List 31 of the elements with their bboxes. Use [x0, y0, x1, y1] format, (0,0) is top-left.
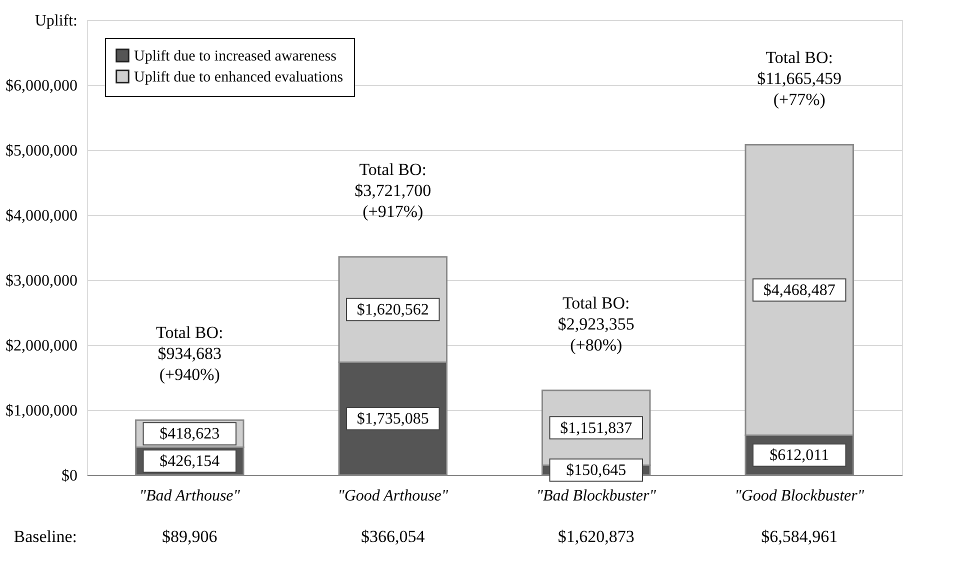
annotation: Total BO: $3,721,700 (+917%)	[354, 160, 432, 221]
y-tick-label: $0	[62, 468, 78, 484]
text: Baseline:	[14, 527, 77, 546]
y-tick-label: $4,000,000	[6, 208, 78, 224]
annotation: Total BO: $2,923,355 (+80%)	[558, 293, 634, 354]
y-tick-label: $5,000,000	[6, 142, 78, 160]
legend-label: Uplift due to enhanced evaluations	[134, 70, 344, 86]
data-label: $150,645	[566, 462, 626, 480]
legend-label: Uplift due to increased awareness	[134, 48, 337, 64]
data-label: $418,623	[160, 426, 220, 443]
annotation: Total BO: $934,683 (+940%)	[156, 323, 224, 384]
y-tick-label: $2,000,000	[6, 338, 78, 354]
text: $1,620,873	[558, 527, 634, 546]
text: $6,584,961	[761, 527, 838, 546]
data-label: $1,735,085	[356, 410, 429, 428]
data-label: $4,468,487	[763, 282, 836, 299]
data-label: $426,154	[160, 453, 220, 470]
x-tick-label: "Good Blockbuster"	[734, 488, 864, 504]
data-label: $612,011	[770, 447, 830, 464]
text: $89,906	[162, 527, 218, 546]
data-label: $1,151,837	[560, 420, 632, 437]
annotation: Total BO: $11,665,459 (+77%)	[757, 48, 842, 109]
x-tick-label: "Bad Arthouse"	[139, 488, 240, 504]
y-tick-label: $1,000,000	[6, 402, 78, 420]
y-tick-label: Uplift:	[34, 12, 78, 30]
data-label: $1,620,562	[356, 302, 429, 319]
x-tick-label: "Good Arthouse"	[338, 488, 448, 504]
x-tick-label: "Bad Blockbuster"	[536, 488, 656, 504]
text: $366,054	[361, 527, 426, 546]
y-tick-label: $3,000,000	[6, 272, 78, 290]
y-tick-label: $6,000,000	[6, 78, 78, 94]
